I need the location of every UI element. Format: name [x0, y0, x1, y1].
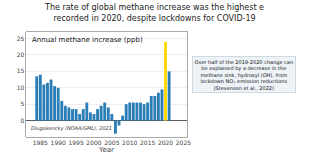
- svg-text:0: 0: [20, 117, 24, 124]
- svg-text:20: 20: [17, 51, 25, 58]
- svg-text:2000: 2000: [86, 139, 101, 146]
- svg-text:15: 15: [17, 67, 25, 74]
- svg-text:2005: 2005: [104, 139, 119, 146]
- svg-text:The rate of global methane inc: The rate of global methane increase was …: [44, 3, 264, 22]
- svg-text:10: 10: [17, 84, 25, 91]
- svg-text:1985: 1985: [33, 139, 48, 146]
- svg-text:5: 5: [20, 100, 24, 107]
- svg-text:Over half of the 2019-2020 cha: Over half of the 2019-2020 change canbe …: [195, 59, 294, 91]
- svg-text:1990: 1990: [51, 139, 66, 146]
- svg-text:2025: 2025: [176, 139, 191, 146]
- svg-text:2015: 2015: [140, 139, 155, 146]
- svg-text:Year: Year: [98, 146, 114, 154]
- svg-text:1995: 1995: [68, 139, 83, 146]
- svg-text:2020: 2020: [158, 139, 173, 146]
- svg-text:Annual methane increase (ppb): Annual methane increase (ppb): [32, 36, 143, 44]
- svg-text:Dlugokencky (NOAA/GML), 2021: Dlugokencky (NOAA/GML), 2021: [31, 125, 112, 132]
- svg-text:25: 25: [17, 35, 25, 42]
- svg-text:2010: 2010: [122, 139, 137, 146]
